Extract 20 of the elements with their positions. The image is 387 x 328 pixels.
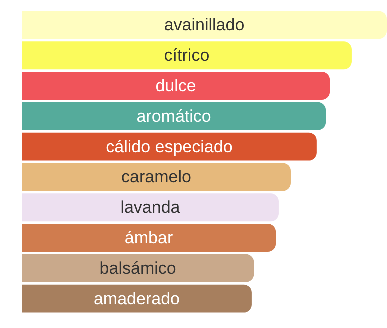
y-tick-label: avainillado xyxy=(164,16,245,35)
y-tick-label: cítrico xyxy=(164,46,210,66)
y-tick-label: cálido especiado xyxy=(106,137,233,156)
y-tick-label: dulce xyxy=(156,76,196,96)
bar xyxy=(22,11,387,40)
bar xyxy=(22,42,352,70)
bar xyxy=(22,284,252,313)
y-tick-label: ámbar xyxy=(124,228,174,248)
y-tick-label: caramelo xyxy=(122,168,192,187)
bar xyxy=(22,163,292,192)
y-tick-label: balsámico xyxy=(100,258,176,278)
bar xyxy=(22,72,330,100)
y-tick-label: lavanda xyxy=(120,198,181,218)
y-tick-label: amaderado xyxy=(94,289,180,308)
bar xyxy=(22,102,326,130)
bar xyxy=(22,254,254,282)
bar xyxy=(22,194,279,222)
y-tick-label: aromático xyxy=(136,106,212,126)
bar xyxy=(22,132,317,161)
bar xyxy=(22,224,276,252)
